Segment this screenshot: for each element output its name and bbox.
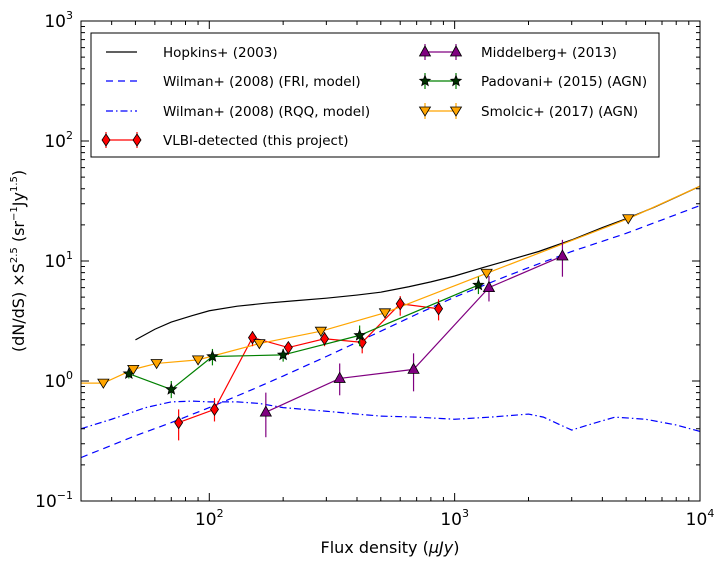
legend-label-wilman-2008-rqq-model: Wilman+ (2008) (RQQ, model) [163, 104, 370, 120]
y-axis-label-exp3: 1.5 [9, 176, 20, 192]
legend-marker-vlbi-detected-this-project [132, 133, 142, 147]
y-tick-label: 100 [44, 369, 73, 392]
legend-label-smolcic-2017-agn: Smolcic+ (2017) (AGN) [481, 104, 638, 120]
marker-smolcic-2017-agn [127, 364, 140, 376]
marker-vlbi-detected-this-project [434, 302, 444, 316]
series-line-wilman-2008-rqq-model [81, 400, 700, 433]
legend-marker-middelberg-2013 [418, 45, 432, 57]
marker-middelberg-2013 [482, 280, 496, 293]
marker-vlbi-detected-this-project [174, 415, 184, 430]
y-tick-label: 103 [44, 9, 73, 32]
series-line-hopkins-2003 [135, 185, 700, 341]
marker-smolcic-2017-agn [150, 359, 163, 370]
marker-smolcic-2017-agn [622, 214, 635, 225]
marker-middelberg-2013 [333, 371, 346, 383]
y-tick-label: 101 [44, 249, 73, 272]
y-axis-label-exp2: −1 [9, 206, 20, 221]
marker-vlbi-detected-this-project [248, 330, 257, 345]
legend-marker-vlbi-detected-this-project [101, 133, 111, 147]
marker-smolcic-2017-agn [480, 268, 493, 280]
x-axis-label-close: ) [453, 538, 459, 557]
marker-padovani-2015-agn [276, 348, 290, 361]
marker-padovani-2015-agn [206, 349, 219, 362]
y-axis-label-mid2: Jy [9, 192, 28, 207]
marker-smolcic-2017-agn [314, 326, 328, 337]
y-axis-label: (dN/dS) ×S2.5 (sr−1Jy1.5) [9, 170, 28, 352]
legend-label-middelberg-2013: Middelberg+ (2013) [481, 45, 617, 61]
legend-marker-smolcic-2017-agn [449, 106, 463, 117]
series-line-vlbi-detected-this-project [178, 303, 439, 424]
ticks-layer: 102 103 104 10−1 100 101 102 103 [35, 9, 714, 530]
marker-padovani-2015-agn [165, 382, 178, 395]
legend: Hopkins+ (2003) Wilman+ (2008) (FRI, mode… [90, 32, 660, 158]
legend-box [90, 32, 660, 158]
legend-marker-padovani-2015-agn [449, 74, 463, 87]
marker-smolcic-2017-agn [378, 308, 392, 319]
y-tick-label: 102 [44, 129, 73, 152]
marker-vlbi-detected-this-project [320, 332, 330, 346]
x-axis-label-unit: μJy [428, 538, 454, 557]
y-axis-label-exp1: 2.5 [9, 247, 20, 263]
x-axis-label: Flux density (μJy) [321, 538, 460, 557]
y-axis-label-close: ) [9, 170, 28, 176]
y-axis-label-mid: (sr [9, 221, 28, 248]
x-tick-label: 102 [195, 507, 224, 530]
legend-marker-smolcic-2017-agn [418, 106, 432, 117]
y-axis-label-text: (dN/dS) ×S [9, 263, 28, 352]
series-line-padovani-2015-agn [128, 284, 479, 391]
markers-layer [97, 214, 635, 441]
marker-middelberg-2013 [556, 249, 569, 261]
legend-marker-middelberg-2013 [449, 45, 463, 57]
marker-smolcic-2017-agn [97, 378, 110, 389]
legend-label-wilman-2008-fri-model: Wilman+ (2008) (FRI, model) [163, 74, 361, 90]
y-tick-label: 10−1 [35, 489, 73, 512]
x-axis-label-text: Flux density ( [321, 538, 429, 557]
marker-vlbi-detected-this-project [395, 297, 405, 311]
marker-smolcic-2017-agn [191, 355, 205, 366]
marker-vlbi-detected-this-project [210, 402, 219, 417]
x-tick-label: 104 [686, 507, 715, 530]
legend-marker-padovani-2015-agn [418, 74, 432, 87]
marker-middelberg-2013 [259, 405, 273, 417]
marker-padovani-2015-agn [472, 278, 485, 291]
marker-middelberg-2013 [407, 362, 420, 374]
legend-label-padovani-2015-agn: Padovani+ (2015) (AGN) [481, 74, 647, 90]
legend-label-hopkins-2003: Hopkins+ (2003) [163, 45, 278, 61]
marker-smolcic-2017-agn [253, 339, 266, 350]
marker-padovani-2015-agn [353, 328, 366, 341]
legend-label-vlbi-detected-this-project: VLBI-detected (this project) [163, 133, 349, 149]
x-tick-label: 103 [440, 507, 469, 530]
